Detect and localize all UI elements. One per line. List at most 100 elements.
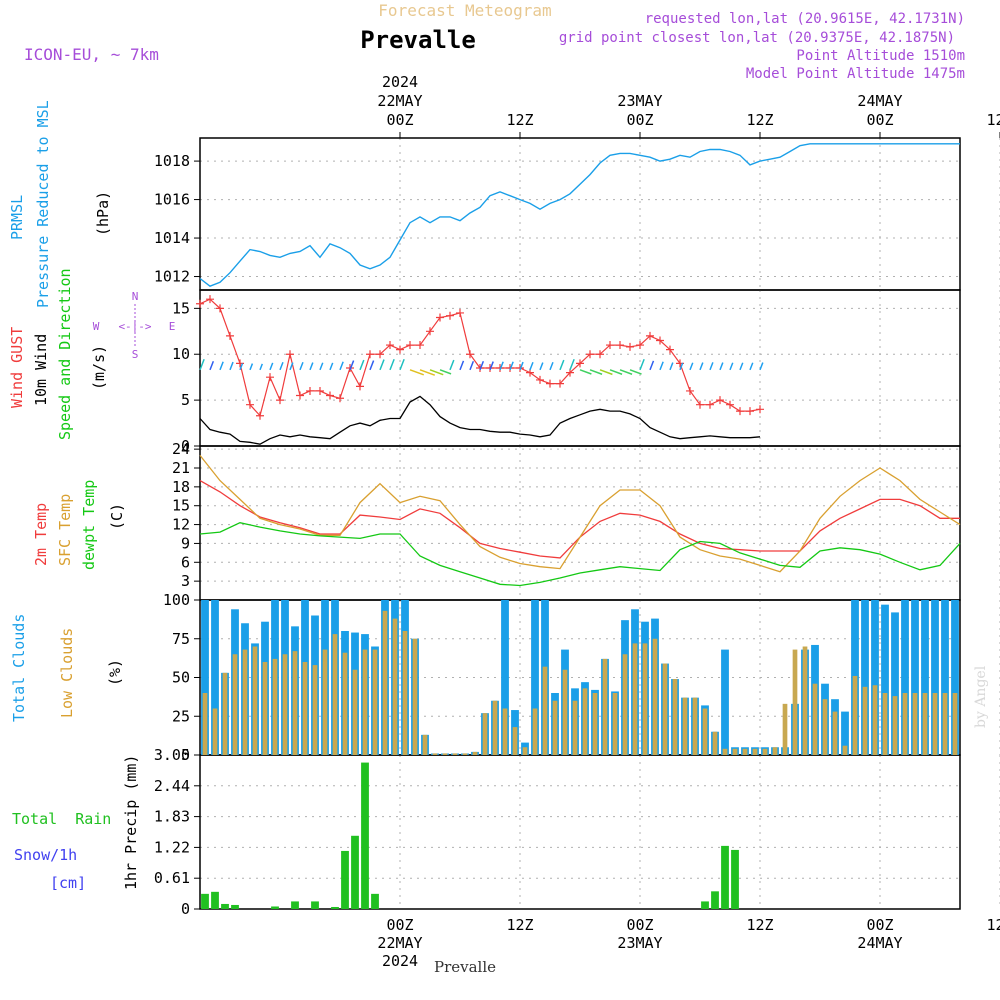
wind-dir-arrow xyxy=(229,361,234,371)
total-cloud-bar xyxy=(201,600,209,755)
wind-dir-arrow xyxy=(199,358,205,371)
model-altitude: Model Point Altitude 1475m xyxy=(746,66,965,82)
bottom-time-label: 12Z xyxy=(506,916,533,934)
low-cloud-bar xyxy=(512,727,518,755)
wind-dir-arrow xyxy=(699,362,704,371)
y-tick-label: 1.22 xyxy=(154,838,190,856)
gust-marker xyxy=(666,345,674,354)
low-cloud-bar xyxy=(402,631,408,755)
low-cloud-bar xyxy=(352,669,358,755)
low-cloud-bar xyxy=(252,646,258,755)
super-title: Forecast Meteogram xyxy=(378,1,551,20)
low-cloud-bar xyxy=(902,693,908,755)
low-cloud-bar xyxy=(262,662,268,755)
top-time-label: 12Z xyxy=(746,111,773,129)
wind-dir-arrow xyxy=(359,359,365,371)
low-cloud-bar xyxy=(232,654,238,755)
y-tick-label: 24 xyxy=(172,440,190,458)
top-time-label: 00Z xyxy=(866,111,893,129)
precip-axis-label: 1hr Precip (mm) xyxy=(122,755,140,890)
compass-arrow: <-|-> xyxy=(118,320,151,333)
y-tick-label: 50 xyxy=(172,669,190,687)
low-cloud-bar xyxy=(702,708,708,755)
low-cloud-bar xyxy=(742,748,748,755)
wind-dir-arrow xyxy=(669,362,674,371)
wind-dir-arrow xyxy=(719,362,724,371)
panel-precip: 0 0.61 1.22 1.83 2.44 3.05 xyxy=(154,746,1000,918)
low-cloud-bar xyxy=(922,693,928,755)
pressure-labels: PRMSL Pressure Reduced to MSL (hPa) xyxy=(8,100,112,308)
wind-dir-arrow xyxy=(249,363,254,371)
low-cloud-bar xyxy=(422,734,428,755)
top-time-label: 24MAY xyxy=(857,92,902,110)
low-cloud-bar xyxy=(522,747,528,755)
y-tick-label: 100 xyxy=(163,591,190,609)
low-cloud-bar xyxy=(492,700,498,755)
low-cloud-bar xyxy=(622,654,628,755)
gust-marker xyxy=(456,308,464,317)
top-time-label: 2024 xyxy=(382,73,418,91)
rain-bar xyxy=(361,762,369,909)
total-cloud-bar xyxy=(901,600,909,755)
requested-coords: requested lon,lat (20.9615E, 42.1731N) xyxy=(645,11,965,27)
wind-dir-arrow xyxy=(489,361,494,371)
wind-dir-arrow xyxy=(519,361,524,371)
wind-dir-arrow xyxy=(439,369,452,375)
wind-dir-arrow xyxy=(689,362,694,371)
rain-bar xyxy=(271,906,279,909)
gust-marker xyxy=(606,341,614,350)
gust-marker xyxy=(686,386,694,395)
low-cloud-bar xyxy=(462,753,468,755)
wind-dir-arrow xyxy=(349,360,355,371)
y-tick-label: 0.61 xyxy=(154,869,190,887)
wind-dir-arrow xyxy=(339,361,344,371)
low-cloud-bar xyxy=(412,638,418,755)
wind-dir-arrow xyxy=(559,359,565,371)
top-time-label: 23MAY xyxy=(617,92,662,110)
panel-frame xyxy=(199,289,961,447)
gust-marker xyxy=(466,350,474,359)
wind-dir-arrow xyxy=(239,363,244,371)
bottom-time-label: 00Z xyxy=(386,916,413,934)
rain-bar xyxy=(351,835,359,909)
total-cloud-bar xyxy=(911,600,919,755)
wind-dir-arrow xyxy=(529,361,534,371)
wind-unit: (m/s) xyxy=(90,345,108,390)
wind-dir-arrow xyxy=(409,369,425,376)
gust-marker xyxy=(446,311,454,320)
gust-marker xyxy=(566,368,574,377)
gust-marker xyxy=(616,341,624,350)
gust-marker xyxy=(656,336,664,345)
grid-point-coords: grid point closest lon,lat (20.9375E, 42… xyxy=(559,30,955,46)
wind-dir-arrow xyxy=(399,358,405,371)
wind-labels: Wind GUST 10m Wind Speed and Direction (… xyxy=(8,268,175,440)
wind-dir-arrow xyxy=(649,360,655,371)
low-cloud-bar xyxy=(952,693,958,755)
gust-marker xyxy=(386,341,394,350)
wind-dir-arrow xyxy=(379,359,385,371)
compass-w: W xyxy=(93,320,100,333)
rain-bar xyxy=(231,904,239,909)
wind-dir-arrow xyxy=(309,362,314,371)
gust-marker xyxy=(196,299,204,308)
wind-dir-arrow xyxy=(219,361,224,371)
wind-dir-arrow xyxy=(619,369,633,375)
gust-marker xyxy=(706,400,714,409)
gust-marker xyxy=(726,400,734,409)
low-cloud-bar xyxy=(872,685,878,755)
wind-dir-arrow xyxy=(319,362,324,371)
y-tick-label: 18 xyxy=(172,478,190,496)
y-tick-label: 5 xyxy=(181,391,190,409)
low-cloud-bar xyxy=(552,700,558,755)
low-cloud-bar xyxy=(752,748,758,755)
gust-marker xyxy=(276,396,284,405)
panel-frame xyxy=(199,445,961,601)
y-tick-label: 9 xyxy=(181,534,190,552)
total-rain-label: Total Rain xyxy=(12,810,111,828)
bottom-time-label: 12Z xyxy=(986,916,1000,934)
rain-bar xyxy=(211,891,219,909)
rain-bar xyxy=(711,891,719,909)
y-tick-label: 15 xyxy=(172,299,190,317)
low-cloud-bar xyxy=(432,753,438,755)
low-cloud-bar xyxy=(542,666,548,755)
